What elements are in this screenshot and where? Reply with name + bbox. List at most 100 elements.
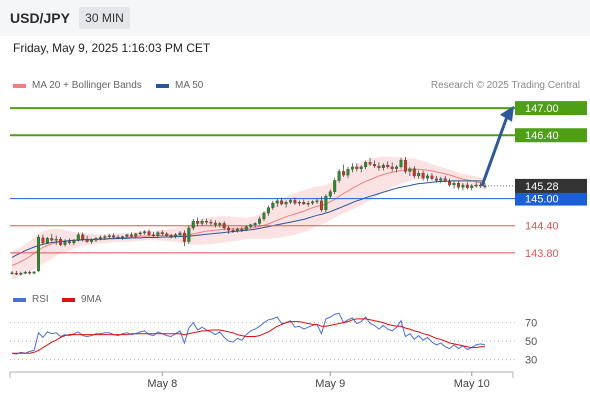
candle	[364, 160, 368, 170]
candle-body	[342, 171, 346, 176]
candle	[443, 175, 447, 183]
candle	[50, 233, 54, 242]
candle-body	[187, 227, 191, 242]
rsi-series-9ma	[12, 318, 485, 354]
candle-body	[390, 166, 394, 169]
candle	[125, 233, 129, 238]
candle-body	[59, 239, 63, 245]
candle-body	[373, 164, 376, 167]
candle-body	[280, 200, 284, 205]
candle	[315, 198, 319, 204]
level-label-143.80: 143.80	[525, 248, 559, 260]
timeframe-button[interactable]: 30 MIN	[79, 7, 130, 29]
candle-body	[430, 175, 434, 179]
candle	[28, 270, 32, 275]
candle-body	[174, 234, 178, 237]
candle	[253, 222, 257, 228]
candle	[258, 216, 262, 225]
candle	[54, 235, 58, 245]
candle-body	[465, 184, 469, 188]
candle-body	[412, 168, 416, 177]
candle-body	[107, 235, 111, 237]
candle	[45, 237, 49, 244]
candle-body	[67, 241, 71, 244]
candle-body	[50, 238, 54, 241]
candle	[244, 225, 248, 232]
candle-body	[231, 230, 235, 232]
candle	[160, 230, 164, 236]
candle-body	[37, 236, 40, 272]
candle-body	[311, 201, 315, 204]
candle-body	[191, 221, 195, 229]
candle	[474, 182, 478, 188]
candle-body	[421, 173, 425, 179]
candle	[319, 196, 323, 213]
candle	[399, 157, 403, 169]
rsi-ma-label: 9MA	[81, 294, 102, 305]
candle	[81, 232, 85, 242]
candle-body	[121, 236, 124, 239]
candle-body	[218, 223, 222, 225]
candle-body	[355, 166, 359, 169]
candle-body	[470, 185, 474, 188]
candle-body	[227, 227, 231, 231]
candle	[59, 237, 63, 247]
candle-body	[457, 183, 460, 188]
candle-body	[19, 273, 23, 275]
candle-body	[138, 232, 142, 235]
candle	[121, 235, 124, 240]
candle-body	[244, 226, 248, 231]
candle-body	[28, 272, 32, 274]
forecast-arrow-head	[500, 105, 514, 122]
candle	[289, 198, 292, 204]
candle	[293, 197, 297, 205]
candle	[439, 176, 443, 184]
candle	[452, 180, 456, 189]
candle-body	[324, 196, 328, 211]
current-price-tag	[515, 178, 587, 193]
ma50-line	[11, 180, 486, 258]
candle-body	[377, 165, 381, 168]
bollinger-band	[12, 156, 485, 280]
level-label-146.40: 146.40	[525, 130, 559, 142]
candle-body	[90, 240, 94, 242]
candle	[430, 173, 434, 181]
candle	[213, 220, 217, 228]
candle	[235, 227, 239, 233]
candle-body	[72, 240, 76, 244]
candle	[412, 166, 416, 179]
candle-body	[315, 200, 319, 202]
level-label-147.00: 147.00	[525, 103, 559, 115]
candle	[426, 173, 430, 182]
candle	[395, 165, 399, 173]
candle	[85, 235, 89, 243]
candle-body	[306, 202, 310, 205]
candle-body	[151, 234, 155, 236]
candle	[262, 211, 266, 222]
candle-body	[364, 162, 368, 168]
candle	[465, 182, 469, 190]
legend-rsi: RSI	[13, 294, 49, 305]
candle	[350, 163, 354, 173]
candle-body	[222, 223, 226, 229]
legend-rsi-ma: 9MA	[62, 294, 102, 305]
candle	[302, 199, 306, 205]
candle-body	[328, 191, 332, 197]
candle-body	[103, 236, 107, 238]
candle	[143, 230, 147, 235]
candle	[156, 231, 160, 238]
candle	[72, 239, 76, 246]
candle	[266, 205, 270, 216]
timestamp: Friday, May 9, 2025 1:16:03 PM CET	[13, 41, 211, 55]
candle-body	[346, 169, 350, 176]
candle-body	[284, 202, 288, 205]
candle-body	[448, 181, 452, 186]
candle-body	[182, 232, 186, 242]
candle-body	[249, 224, 253, 227]
candle	[187, 225, 191, 244]
candle-body	[253, 223, 257, 225]
legend-ma50: MA 50	[156, 80, 203, 91]
candle-body	[76, 234, 80, 241]
candle	[191, 218, 195, 231]
